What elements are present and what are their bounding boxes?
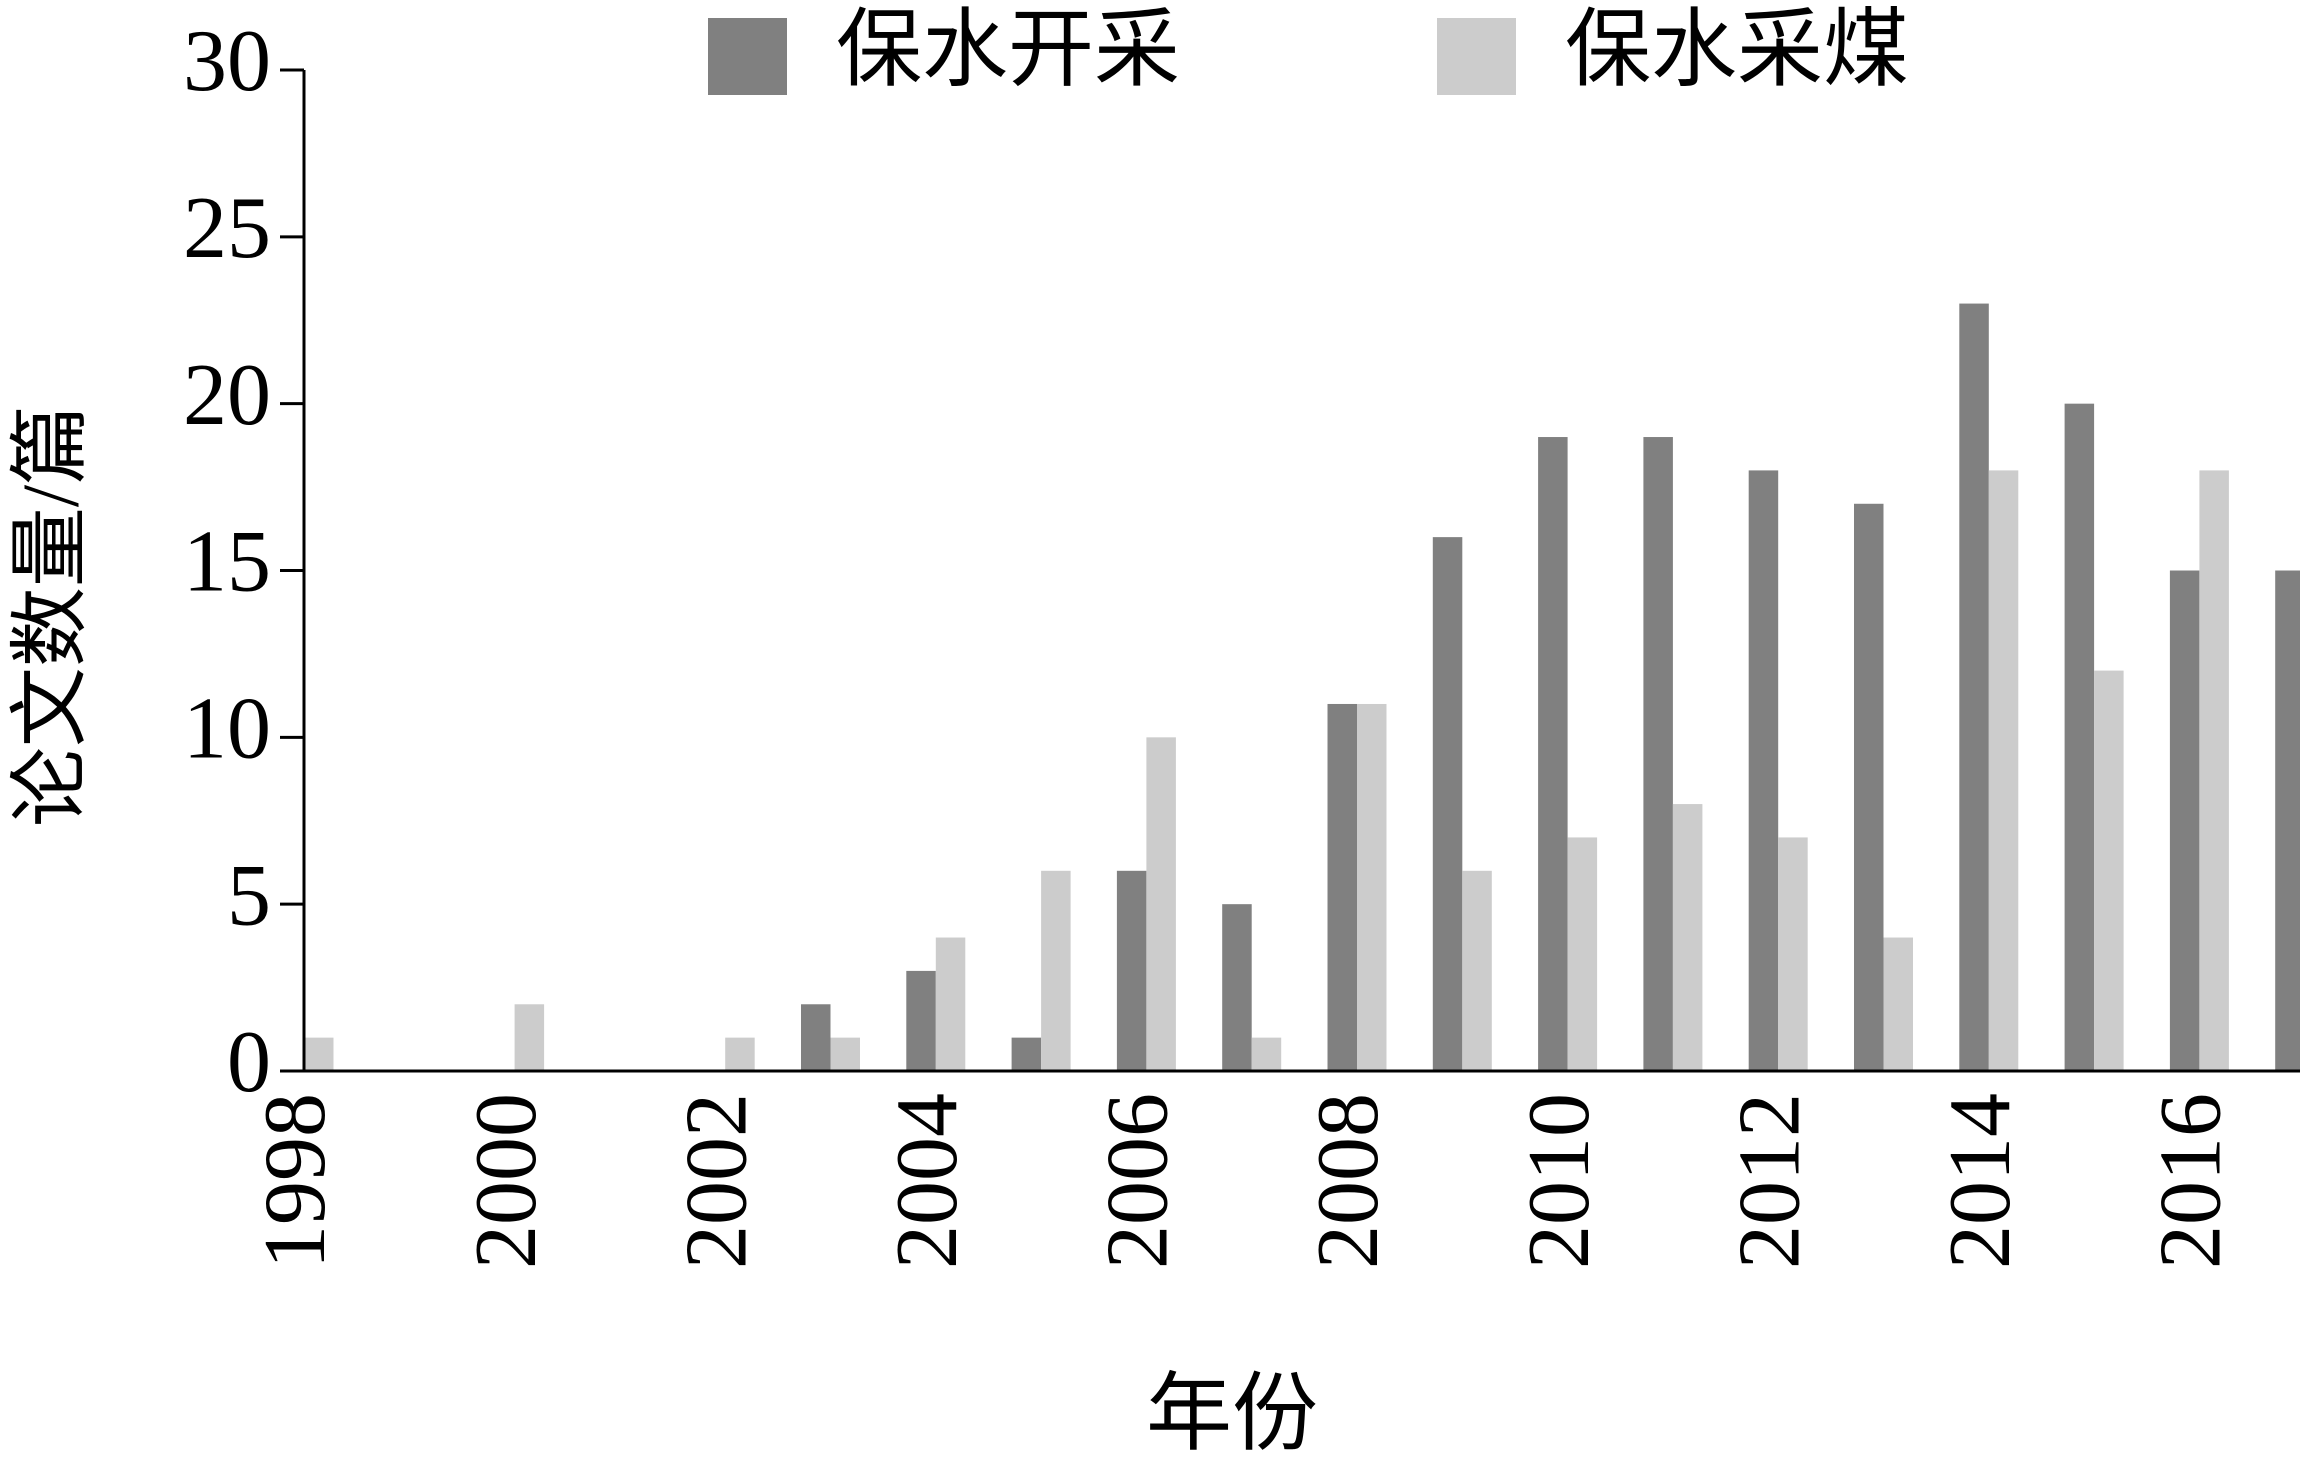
bar (1748, 470, 1779, 1071)
x-tick-label: 2016 (2143, 1093, 2240, 1269)
x-tick-label: 2002 (668, 1093, 765, 1269)
bar (1116, 870, 1147, 1071)
bar (1011, 1037, 1042, 1071)
bar (1462, 870, 1492, 1071)
bar (304, 1037, 334, 1071)
bar (2064, 403, 2095, 1072)
bar (1146, 737, 1176, 1071)
y-tick-label: 15 (183, 514, 271, 611)
y-tick-label: 10 (183, 681, 271, 778)
bar (1854, 503, 1884, 1071)
bar (1432, 537, 1463, 1071)
x-tick-label: 2010 (1511, 1093, 1608, 1269)
legend-label: 保水采煤 (1565, 2, 1909, 98)
x-axis-label: 年份 (1146, 1366, 1318, 1462)
x-tick-label: 2004 (879, 1093, 976, 1269)
bar (1567, 837, 1598, 1071)
bar (1327, 703, 1357, 1071)
legend-label: 保水开采 (836, 2, 1180, 98)
x-tick-label: 1998 (247, 1093, 344, 1269)
bar (725, 1037, 755, 1071)
y-tick-label: 0 (227, 1014, 271, 1111)
bar (1222, 904, 1252, 1071)
y-tick-label: 30 (183, 13, 271, 110)
y-tick-label: 5 (227, 847, 271, 944)
bar (1538, 437, 1568, 1071)
bar (2169, 570, 2200, 1071)
bar (1251, 1037, 1282, 1071)
bar (830, 1037, 860, 1071)
bar (2199, 470, 2229, 1071)
bar (514, 1004, 545, 1071)
x-tick-label: 2006 (1090, 1093, 1187, 1269)
bar (1041, 870, 1071, 1071)
x-tick-label: 2014 (1932, 1093, 2029, 1269)
y-tick-label: 25 (183, 180, 271, 277)
bar (1988, 470, 2019, 1071)
legend-swatch (1437, 18, 1516, 95)
bars (304, 303, 2300, 1072)
x-tick-label: 2012 (1721, 1093, 1818, 1269)
bar (801, 1004, 831, 1071)
x-tick-label: 2008 (1300, 1093, 1397, 1269)
bar (2275, 570, 2300, 1071)
bar (906, 970, 936, 1071)
bar (2094, 670, 2124, 1071)
bar (1778, 837, 1808, 1071)
bar (1643, 437, 1673, 1071)
bar (1672, 804, 1703, 1071)
x-tick-label: 2000 (458, 1093, 555, 1269)
y-tick-label: 20 (183, 347, 271, 444)
bar (1959, 303, 1989, 1072)
legend-swatch (708, 18, 787, 95)
bar (1357, 703, 1387, 1071)
bar (935, 937, 966, 1071)
y-axis-label: 论文数量/篇 (7, 405, 95, 827)
bar (1883, 937, 1913, 1071)
